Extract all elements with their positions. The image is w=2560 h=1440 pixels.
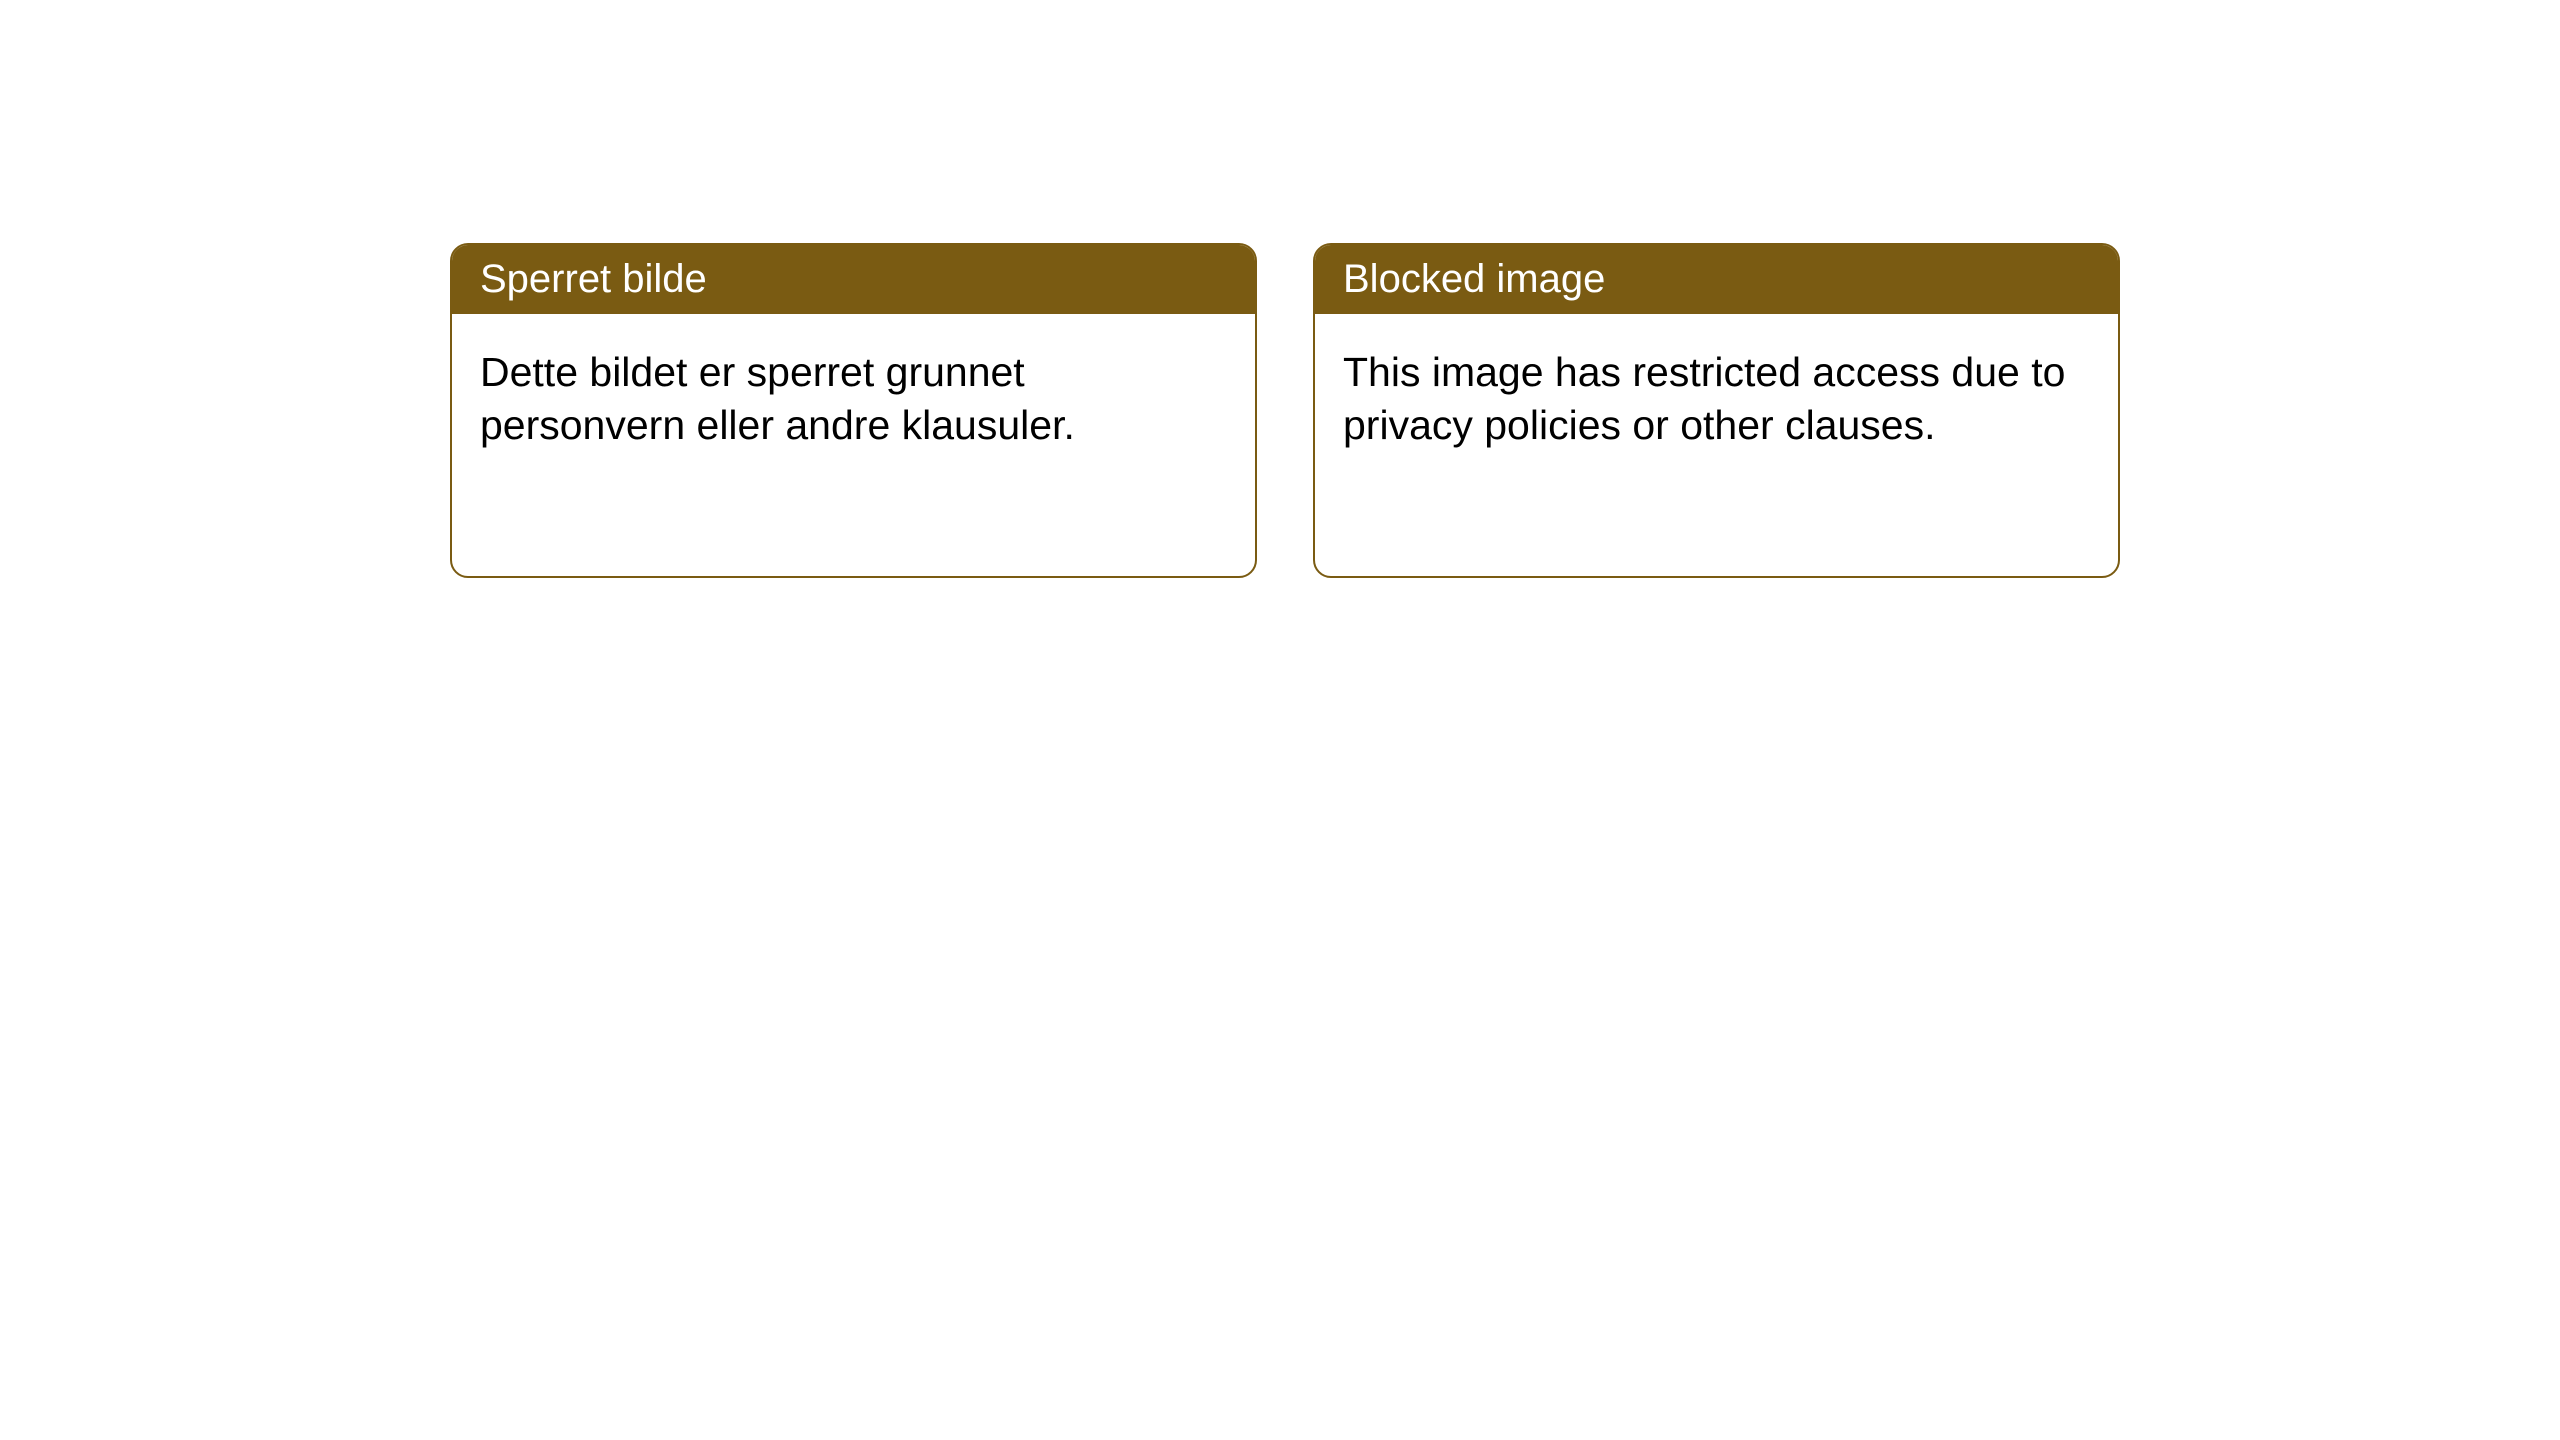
notice-card-header: Blocked image xyxy=(1315,245,2118,314)
notice-card-body: Dette bildet er sperret grunnet personve… xyxy=(452,314,1255,485)
notice-card-header: Sperret bilde xyxy=(452,245,1255,314)
notice-card-title: Sperret bilde xyxy=(480,257,707,301)
notice-cards-container: Sperret bilde Dette bildet er sperret gr… xyxy=(450,243,2120,578)
notice-card-text: Dette bildet er sperret grunnet personve… xyxy=(480,349,1075,448)
notice-card-body: This image has restricted access due to … xyxy=(1315,314,2118,485)
notice-card-english: Blocked image This image has restricted … xyxy=(1313,243,2120,578)
notice-card-norwegian: Sperret bilde Dette bildet er sperret gr… xyxy=(450,243,1257,578)
notice-card-title: Blocked image xyxy=(1343,257,1605,301)
notice-card-text: This image has restricted access due to … xyxy=(1343,349,2065,448)
